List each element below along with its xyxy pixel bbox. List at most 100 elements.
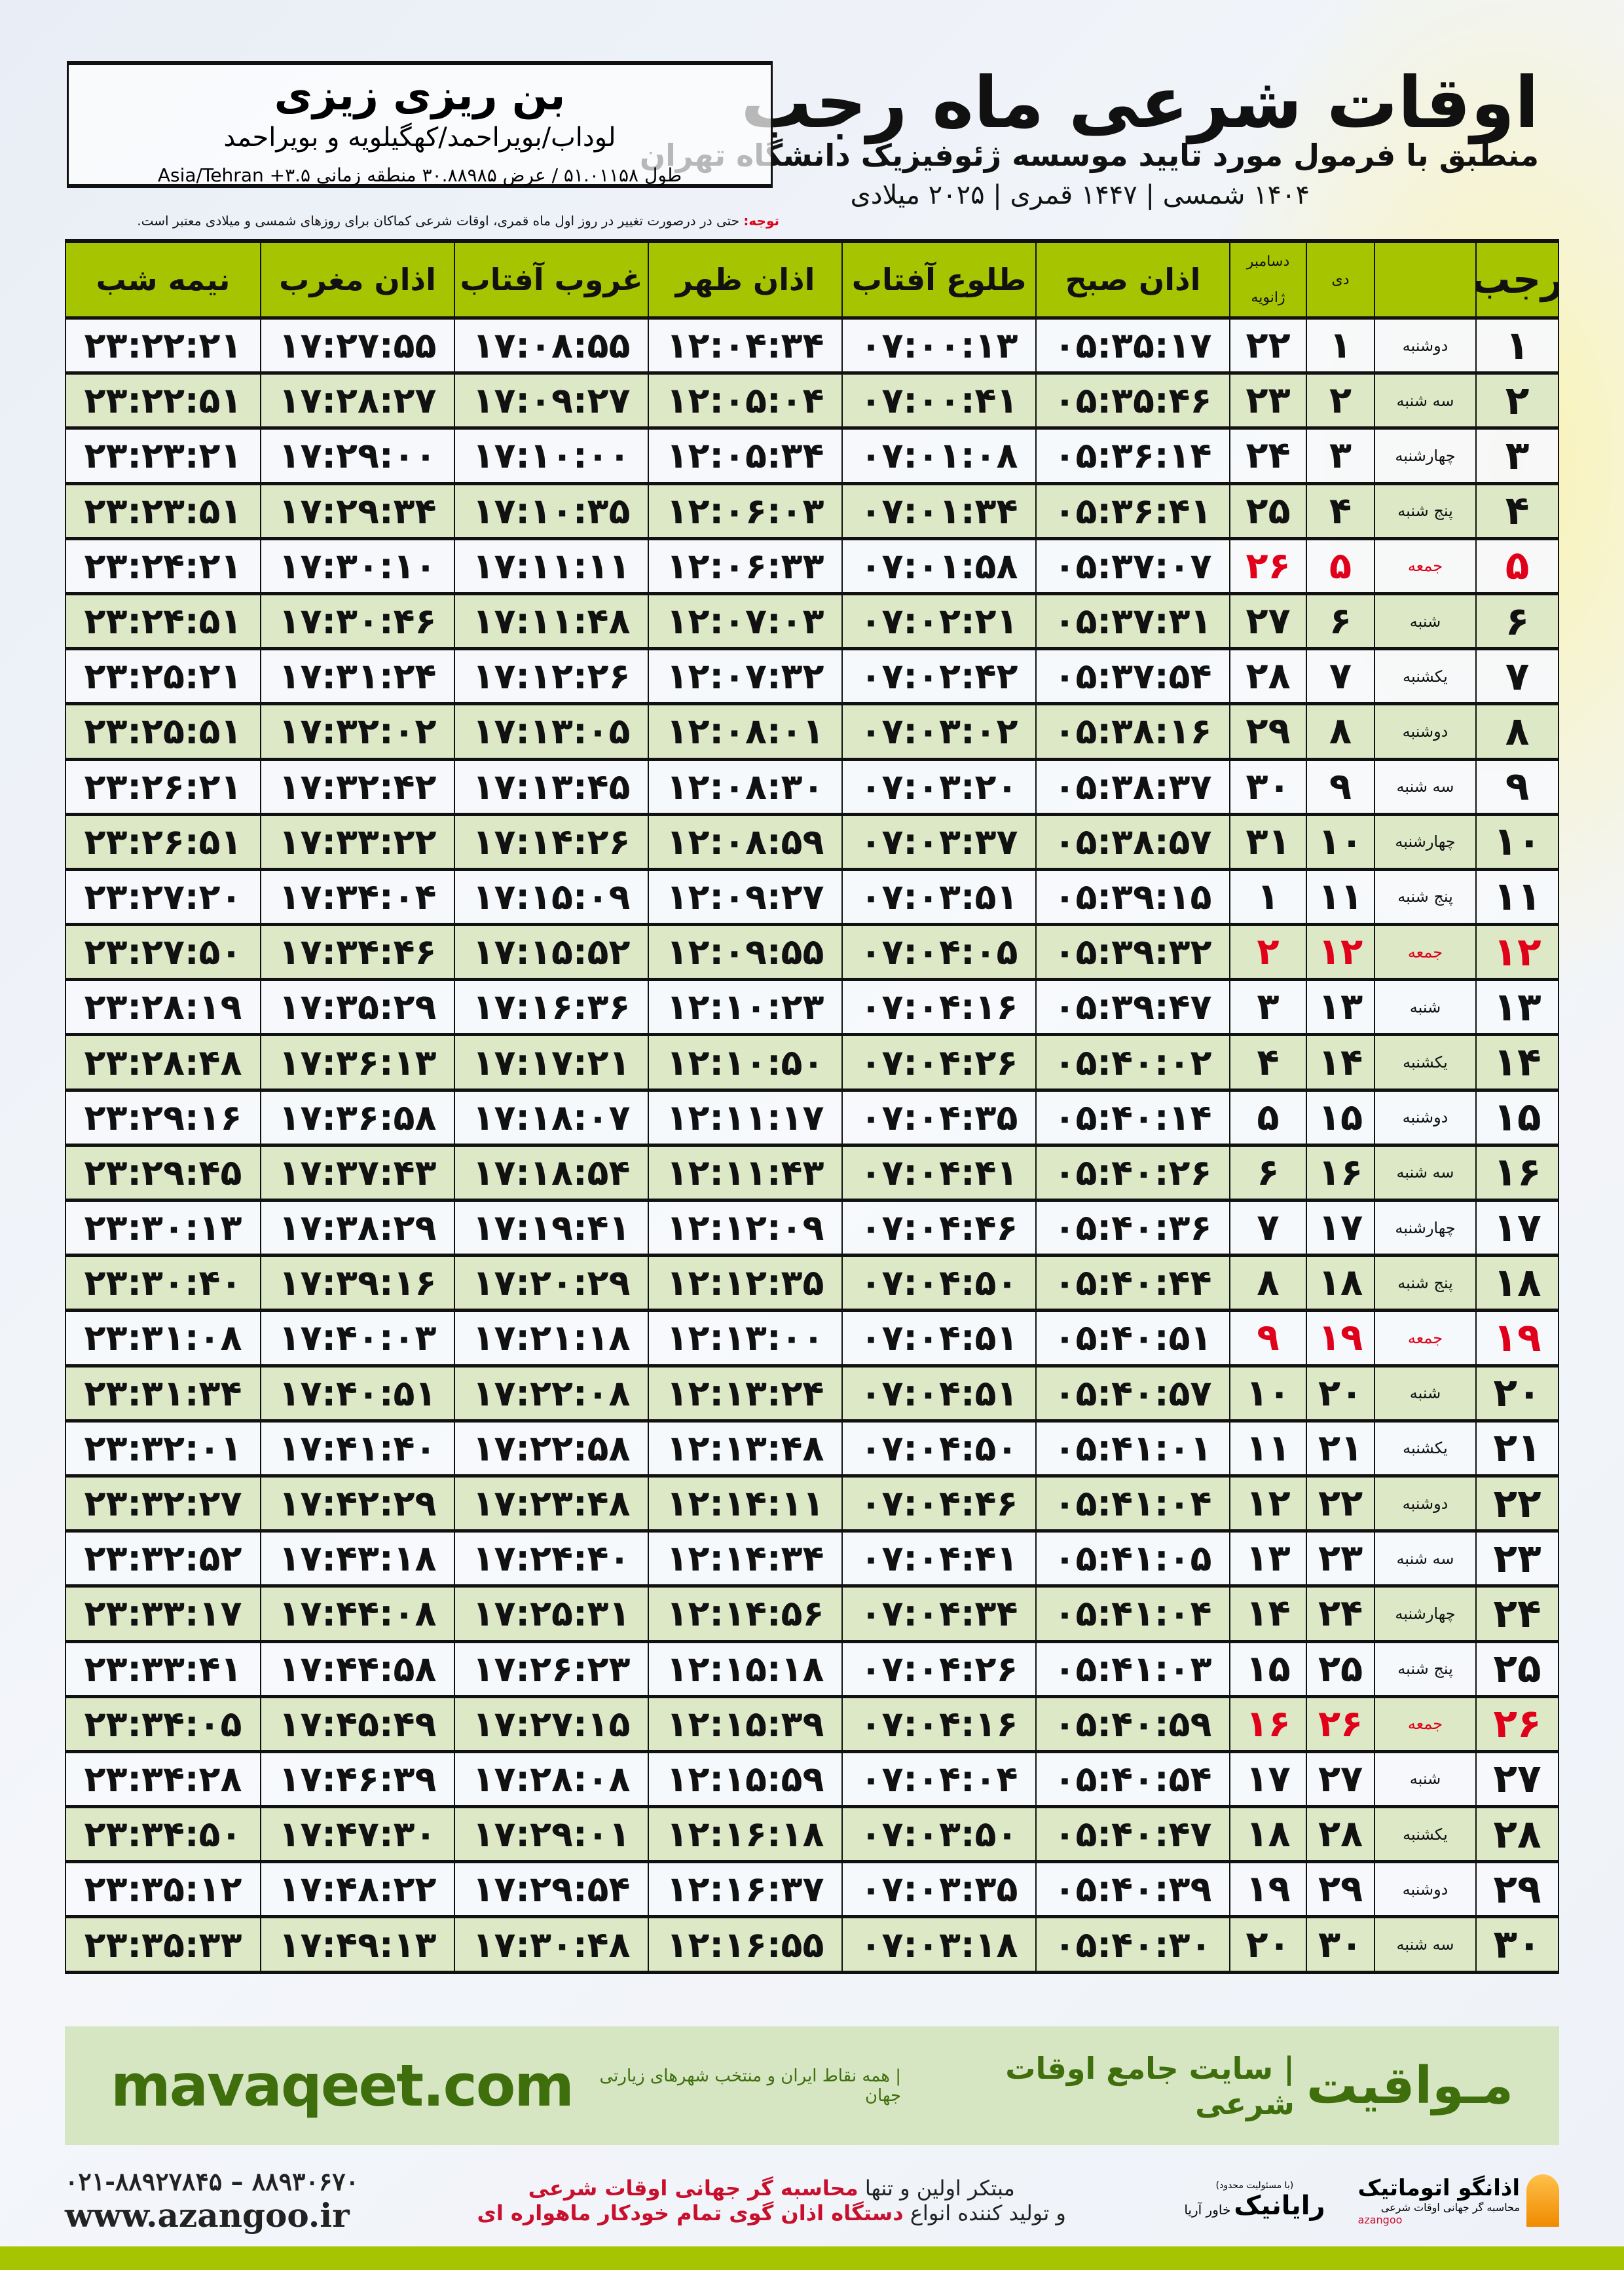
table-row: ۲۵ پنج شنبه ۲۵ ۱۵ ۰۵:۴۱:۰۳ ۰۷:۰۴:۲۶ ۱۲:۱۵:۱۸ ۱۷… [65,1643,1559,1698]
cell-fajr: ۰۵:۴۰:۵۱ [1035,1312,1229,1364]
cell-dey-day: ۶ [1306,595,1374,648]
cell-maghrib: ۱۷:۲۸:۲۷ [260,375,454,427]
cell-sunset: ۱۷:۲۱:۱۸ [454,1312,648,1364]
cell-rajab-day: ۶ [1475,595,1558,648]
cell-weekday: یکشنبه [1374,1036,1475,1088]
cell-maghrib: ۱۷:۲۷:۵۵ [260,320,454,372]
cell-maghrib: ۱۷:۲۹:۰۰ [260,430,454,482]
cell-rajab-day: ۱۷ [1475,1202,1558,1254]
table-row: ۳۰ سه شنبه ۳۰ ۲۰ ۰۵:۴۰:۳۰ ۰۷:۰۳:۱۸ ۱۲:۱۶:۵۵ ۱۷:… [65,1918,1559,1974]
cell-dhuhr: ۱۲:۱۶:۵۵ [648,1918,841,1971]
cell-sunset: ۱۷:۱۴:۲۶ [454,815,648,868]
cell-weekday: سه شنبه [1374,760,1475,813]
cell-gregorian-day: ۲۹ [1229,705,1306,758]
table-row: ۱۱ پنج شنبه ۱۱ ۱ ۰۵:۳۹:۱۵ ۰۷:۰۳:۵۱ ۱۲:۰۹:۲۷ ۱۷:… [65,870,1559,927]
cell-sunrise: ۰۷:۰۰:۱۳ [841,320,1035,372]
table-row: ۱۲ جمعه ۱۲ ۲ ۰۵:۳۹:۳۲ ۰۷:۰۴:۰۵ ۱۲:۰۹:۵۵ ۱۷:۱۵:۵… [65,926,1559,982]
cell-dhuhr: ۱۲:۰۹:۵۵ [648,926,841,978]
cell-sunrise: ۰۷:۰۴:۲۶ [841,1643,1035,1695]
cell-fajr: ۰۵:۳۹:۴۷ [1035,981,1229,1033]
cell-dey-day: ۲۷ [1306,1753,1374,1806]
cell-dhuhr: ۱۲:۱۴:۱۱ [648,1477,841,1530]
cell-gregorian-day: ۱۲ [1229,1477,1306,1530]
phone-numbers: ۰۲۱-۸۸۹۲۷۸۴۵ – ۸۸۹۳۰۶۷۰ [65,2167,360,2196]
cell-maghrib: ۱۷:۴۰:۵۱ [260,1367,454,1419]
cell-midnight: ۲۳:۳۴:۵۰ [84,1814,242,1855]
col-midnight: نیمه شب [96,262,231,297]
cell-maghrib: ۱۷:۴۴:۵۸ [260,1643,454,1695]
table-row: ۱۰ چهارشنبه ۱۰ ۳۱ ۰۵:۳۸:۵۷ ۰۷:۰۳:۳۷ ۱۲:۰۸:۵۹ ۱۷… [65,815,1559,871]
cell-weekday: سه شنبه [1374,1146,1475,1199]
cell-dey-day: ۲۱ [1306,1422,1374,1474]
cell-dey-day: ۱۳ [1306,981,1374,1033]
site-url[interactable]: mavaqeet.com [111,2052,574,2119]
table-row: ۲۹ دوشنبه ۲۹ ۱۹ ۰۵:۴۰:۳۹ ۰۷:۰۳:۳۵ ۱۲:۱۶:۳۷ ۱۷:۲… [65,1863,1559,1919]
col-dey: دی [1306,243,1374,316]
cell-sunrise: ۰۷:۰۴:۴۶ [841,1477,1035,1530]
cell-dhuhr: ۱۲:۱۲:۳۵ [648,1257,841,1309]
cell-dhuhr: ۱۲:۱۱:۱۷ [648,1091,841,1144]
table-body: ۱ دوشنبه ۱ ۲۲ ۰۵:۳۵:۱۷ ۰۷:۰۰:۱۳ ۱۲:۰۴:۳۴ ۱۷:۰۸:… [65,320,1559,1974]
table-row: ۴ پنج شنبه ۴ ۲۵ ۰۵:۳۶:۴۱ ۰۷:۰۱:۳۴ ۱۲:۰۶:۰۳ ۱۷:۱… [65,485,1559,540]
cell-sunrise: ۰۷:۰۴:۵۱ [841,1312,1035,1364]
rayanik-name: رایانیک [1234,2191,1325,2221]
brand-logo: مـواقیت [1306,2056,1513,2115]
cell-dey-day: ۱۱ [1306,870,1374,923]
rayanik-note: (با مسئولیت محدود) [1215,2180,1294,2191]
cell-fajr: ۰۵:۳۸:۱۶ [1035,705,1229,758]
cell-dhuhr: ۱۲:۱۱:۴۳ [648,1146,841,1199]
cell-sunrise: ۰۷:۰۴:۴۶ [841,1202,1035,1254]
mavaqeet-banner: mavaqeet.com مـواقیت | سایت جامع اوقات ش… [65,2026,1559,2145]
cell-weekday: سه شنبه [1374,1533,1475,1585]
note-text: حتی در درصورت تغییر در روز اول ماه قمری،… [137,213,744,229]
cell-dhuhr: ۱۲:۱۴:۵۶ [648,1588,841,1640]
cell-gregorian-day: ۱۷ [1229,1753,1306,1806]
cell-midnight: ۲۳:۲۸:۱۹ [84,986,242,1028]
col-fajr: اذان صبح [1035,243,1229,316]
cell-dey-day: ۲۰ [1306,1367,1374,1419]
cell-weekday: دوشنبه [1374,1091,1475,1144]
cell-sunrise: ۰۷:۰۲:۴۲ [841,650,1035,703]
cell-rajab-day: ۲۵ [1475,1643,1558,1695]
cell-fajr: ۰۵:۴۰:۳۹ [1035,1863,1229,1916]
page-subtitle: منطبق با فرمول مورد تایید موسسه ژئوفیزیک… [639,138,1539,173]
cell-weekday: شنبه [1374,1753,1475,1806]
cell-gregorian-day: ۱۳ [1229,1533,1306,1585]
cell-gregorian-day: ۲۷ [1229,595,1306,648]
cell-dhuhr: ۱۲:۱۵:۱۸ [648,1643,841,1695]
note-label: توجه: [743,213,779,229]
cell-sunrise: ۰۷:۰۳:۳۷ [841,815,1035,868]
cell-gregorian-day: ۱۶ [1229,1698,1306,1750]
cell-gregorian-day: ۱ [1229,870,1306,923]
cell-rajab-day: ۲ [1475,375,1558,427]
cell-dhuhr: ۱۲:۰۷:۰۳ [648,595,841,648]
cell-maghrib: ۱۷:۳۲:۰۲ [260,705,454,758]
promo-line2a: و تولید کننده انواع [903,2201,1066,2225]
col-gregorian: دسامبر ژانویه [1229,243,1306,316]
cell-fajr: ۰۵:۳۸:۵۷ [1035,815,1229,868]
cell-weekday: دوشنبه [1374,320,1475,372]
cell-rajab-day: ۱ [1475,320,1558,372]
azangoo-latin: azangoo [1357,2214,1403,2226]
cell-gregorian-day: ۵ [1229,1091,1306,1144]
cell-fajr: ۰۵:۴۰:۳۶ [1035,1202,1229,1254]
promo-line1b: محاسبه گر جهانی اوقات شرعی [528,2176,858,2201]
cell-weekday: جمعه [1374,1698,1475,1750]
cell-maghrib: ۱۷:۴۰:۰۳ [260,1312,454,1364]
table-row: ۱۵ دوشنبه ۱۵ ۵ ۰۵:۴۰:۱۴ ۰۷:۰۴:۳۵ ۱۲:۱۱:۱۷ ۱۷:۱۸… [65,1091,1559,1147]
rayanik-sub: خاور آریا [1184,2202,1231,2218]
website-link[interactable]: www.azangoo.ir [65,2196,350,2235]
cell-sunrise: ۰۷:۰۰:۴۱ [841,375,1035,427]
cell-fajr: ۰۵:۴۰:۴۷ [1035,1808,1229,1861]
table-row: ۱۷ چهارشنبه ۱۷ ۷ ۰۵:۴۰:۳۶ ۰۷:۰۴:۴۶ ۱۲:۱۲:۰۹ ۱۷:… [65,1202,1559,1257]
cell-dey-day: ۳ [1306,430,1374,482]
cell-dey-day: ۲۵ [1306,1643,1374,1695]
table-row: ۱۶ سه شنبه ۱۶ ۶ ۰۵:۴۰:۲۶ ۰۷:۰۴:۴۱ ۱۲:۱۱:۴۳ ۱۷:۱… [65,1146,1559,1202]
table-row: ۱۹ جمعه ۱۹ ۹ ۰۵:۴۰:۵۱ ۰۷:۰۴:۵۱ ۱۲:۱۳:۰۰ ۱۷:۲۱:۱… [65,1312,1559,1368]
cell-sunset: ۱۷:۲۲:۵۸ [454,1422,648,1474]
cell-midnight: ۲۳:۳۰:۴۰ [84,1262,242,1304]
cell-dhuhr: ۱۲:۰۹:۲۷ [648,870,841,923]
cell-rajab-day: ۱۴ [1475,1036,1558,1088]
cell-gregorian-day: ۲۶ [1229,540,1306,592]
note: توجه: حتی در درصورت تغییر در روز اول ماه… [65,213,779,229]
